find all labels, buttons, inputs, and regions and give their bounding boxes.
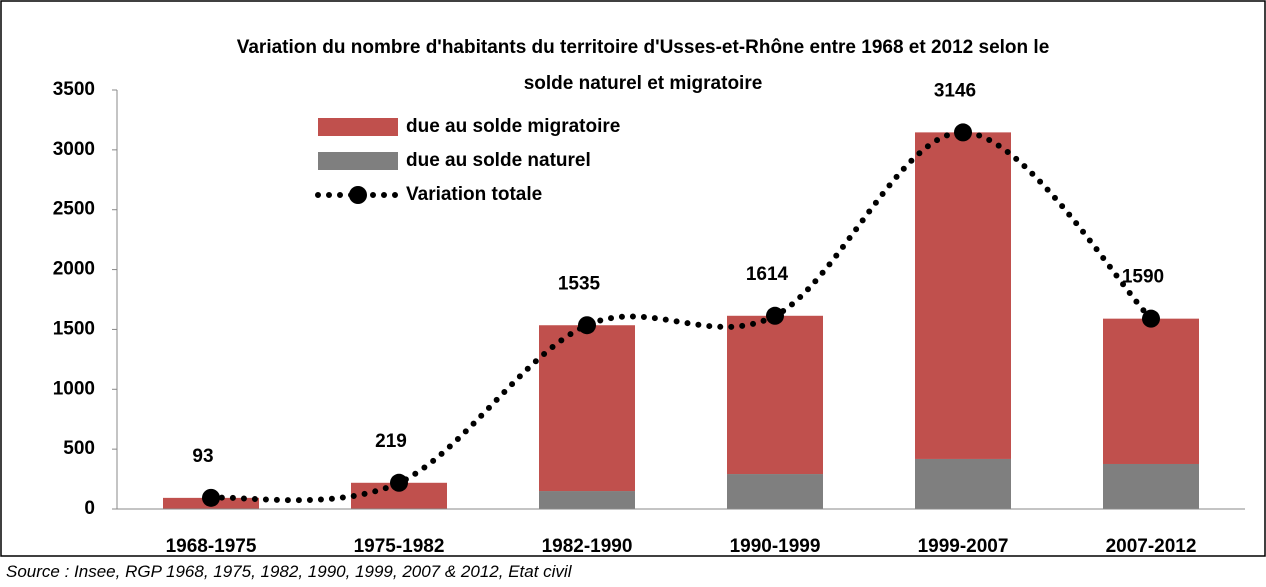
x-tick-label: 1975-1982	[354, 536, 445, 557]
frame	[0, 0, 1266, 557]
data-label: 93	[192, 446, 213, 467]
legend-swatch	[318, 152, 398, 170]
marker	[954, 123, 972, 142]
bar	[1103, 318, 1199, 464]
marker	[766, 306, 784, 325]
data-label: 3146	[934, 80, 976, 101]
marker	[390, 473, 408, 492]
y-tick-label: 2000	[53, 259, 95, 280]
data-label: 1614	[746, 264, 789, 285]
legend-label: due au solde naturel	[406, 150, 591, 171]
marker	[578, 316, 596, 335]
legend-swatch	[318, 118, 398, 136]
bar	[727, 315, 823, 475]
chart-title: Variation du nombre d'habitants du terri…	[236, 37, 1050, 94]
y-tick-label: 500	[63, 438, 95, 459]
legend-label: Variation totale	[406, 184, 542, 205]
bar	[727, 474, 823, 509]
data-label: 219	[375, 431, 407, 452]
marker	[1142, 309, 1160, 328]
y-tick-label: 2500	[53, 199, 95, 220]
bar	[539, 325, 635, 492]
bar	[915, 132, 1011, 459]
x-tick-label: 1982-1990	[542, 536, 633, 557]
data-label: 1590	[1122, 267, 1164, 288]
y-tick-label: 0	[84, 498, 95, 519]
source: Source : Insee, RGP 1968, 1975, 1982, 19…	[6, 562, 572, 581]
bar	[915, 458, 1011, 509]
x-tick-label: 2007-2012	[1106, 536, 1197, 557]
marker	[202, 488, 220, 507]
x-tick-label: 1990-1999	[730, 536, 821, 557]
bar	[539, 491, 635, 509]
line	[208, 129, 1154, 504]
y-tick-label: 1500	[53, 318, 95, 339]
legend-marker	[349, 186, 367, 204]
y-tick-label: 1000	[53, 378, 95, 399]
legend-label: due au solde migratoire	[406, 116, 620, 137]
data-label: 1535	[558, 273, 601, 294]
y-tick-label: 3000	[53, 139, 95, 160]
y-tick-label: 3500	[53, 79, 95, 100]
bar	[1103, 463, 1199, 509]
x-tick-label: 1999-2007	[918, 536, 1009, 557]
x-tick-label: 1968-1975	[166, 536, 257, 557]
